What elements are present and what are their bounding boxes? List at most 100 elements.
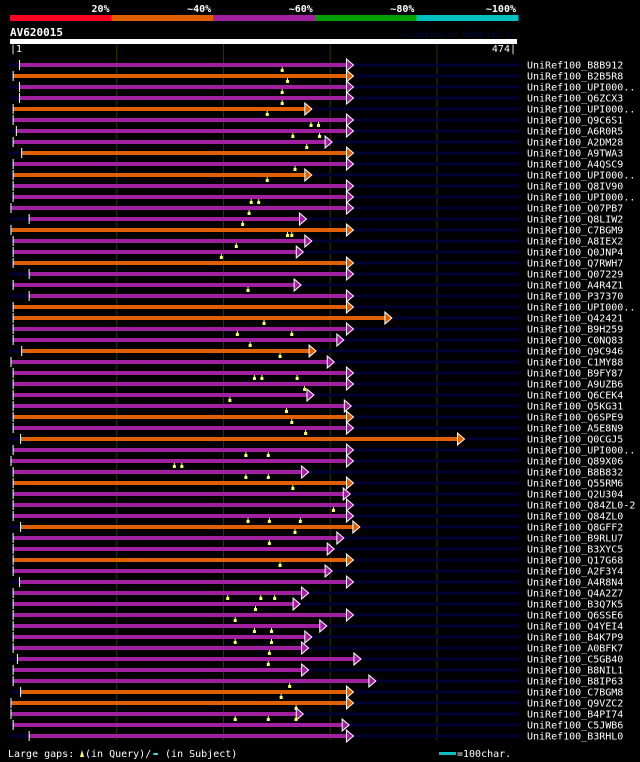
hit-row[interactable]: UniRef100_Q7RWH7 — [10, 255, 623, 271]
hit-row[interactable]: UniRef100_Q6CEK4 — [10, 387, 623, 403]
hit-row[interactable]: UniRef100_A4R8N4 — [10, 574, 623, 590]
hit-row[interactable]: UniRef100_A9TWA3 — [10, 145, 623, 161]
hit-label[interactable]: UniRef100_B3XYC5 — [527, 545, 623, 556]
hit-row[interactable]: UniRef100_B8NIL1 — [10, 662, 623, 678]
hit-label[interactable]: UniRef100_UPI000.. — [527, 171, 635, 182]
hit-row[interactable]: UniRef100_Q2U304 — [10, 486, 623, 502]
hit-row[interactable]: UniRef100_Q8IV90 — [10, 178, 623, 194]
hit-label[interactable]: UniRef100_B9FY87 — [527, 369, 623, 380]
hit-label[interactable]: UniRef100_P37370 — [527, 292, 623, 303]
hit-label[interactable]: UniRef100_B4K7P9 — [527, 633, 623, 644]
hit-label[interactable]: UniRef100_A4QSC9 — [527, 160, 623, 171]
hit-label[interactable]: UniRef100_B8B912 — [527, 61, 623, 72]
hit-label[interactable]: UniRef100_A9UZB6 — [527, 380, 623, 391]
hit-label[interactable]: UniRef100_A9TWA3 — [527, 149, 623, 160]
hit-row[interactable]: UniRef100_Q8GFF2 — [10, 519, 623, 535]
hit-label[interactable]: UniRef100_Q6ZCX3 — [527, 94, 623, 105]
hit-label[interactable]: UniRef100_A2DM28 — [527, 138, 623, 149]
hit-label[interactable]: UniRef100_B2B5R8 — [527, 72, 623, 83]
hit-label[interactable]: UniRef100_Q0JNP4 — [527, 248, 623, 259]
hit-row[interactable]: UniRef100_Q9C6S1 — [10, 112, 623, 128]
hit-label[interactable]: UniRef100_Q07PB7 — [527, 204, 623, 215]
hit-label[interactable]: UniRef100_UPI000.. — [527, 303, 635, 314]
hit-row[interactable]: UniRef100_C7BGM8 — [10, 684, 623, 700]
hit-label[interactable]: UniRef100_Q7RWH7 — [527, 259, 623, 270]
hit-row[interactable]: UniRef100_B8IP63 — [10, 673, 623, 689]
hit-label[interactable]: UniRef100_Q6CEK4 — [527, 391, 623, 402]
hit-row[interactable]: UniRef100_A2F3Y4 — [10, 563, 623, 579]
hit-label[interactable]: UniRef100_Q9VZC2 — [527, 699, 623, 710]
hit-row[interactable]: UniRef100_B4PI74 — [10, 706, 623, 722]
hit-label[interactable]: UniRef100_B9RLU7 — [527, 534, 623, 545]
hit-row[interactable]: UniRef100_B9H259 — [10, 321, 623, 337]
hit-label[interactable]: UniRef100_Q9C946 — [527, 347, 623, 358]
hit-row[interactable]: UniRef100_C5GB40 — [10, 651, 623, 667]
hit-row[interactable]: UniRef100_UPI000.. — [10, 167, 635, 183]
hit-label[interactable]: UniRef100_B8IP63 — [527, 677, 623, 688]
hit-row[interactable]: UniRef100_C1MY88 — [10, 354, 623, 370]
hit-row[interactable]: UniRef100_A9UZB6 — [10, 376, 623, 392]
hit-row[interactable]: UniRef100_UPI000.. — [10, 79, 635, 95]
hit-row[interactable]: UniRef100_C7BGM9 — [10, 222, 623, 238]
hit-row[interactable]: UniRef100_B3XYC5 — [10, 541, 623, 557]
hit-row[interactable]: UniRef100_C0NQ83 — [10, 332, 623, 348]
hit-row[interactable]: UniRef100_Q9VZC2 — [10, 695, 623, 711]
hit-row[interactable]: UniRef100_Q55RM6 — [10, 475, 623, 491]
hit-row[interactable]: UniRef100_B4K7P9 — [10, 629, 623, 645]
hit-label[interactable]: UniRef100_Q4YEI4 — [527, 622, 623, 633]
hit-label[interactable]: UniRef100_Q89X06 — [527, 457, 623, 468]
hit-label[interactable]: UniRef100_A4R8N4 — [527, 578, 623, 589]
hit-label[interactable]: UniRef100_Q0CGJ5 — [527, 435, 623, 446]
hit-label[interactable]: UniRef100_A6R0R5 — [527, 127, 623, 138]
hit-row[interactable]: UniRef100_A6R0R5 — [10, 123, 623, 139]
hit-label[interactable]: UniRef100_Q9C6S1 — [527, 116, 623, 127]
hit-row[interactable]: UniRef100_C5JWB6 — [10, 717, 623, 733]
hit-row[interactable]: UniRef100_Q42421 — [10, 310, 623, 326]
hit-label[interactable]: UniRef100_Q84ZL0 — [527, 512, 623, 523]
hit-label[interactable]: UniRef100_Q42421 — [527, 314, 623, 325]
hit-row[interactable]: UniRef100_A8IEX2 — [10, 233, 623, 249]
hit-row[interactable]: UniRef100_Q89X06 — [10, 453, 623, 469]
hit-label[interactable]: UniRef100_Q2U304 — [527, 490, 623, 501]
hit-label[interactable]: UniRef100_UPI000.. — [527, 83, 635, 94]
hit-label[interactable]: UniRef100_B8B832 — [527, 468, 623, 479]
hit-label[interactable]: UniRef100_UPI000.. — [527, 446, 635, 457]
hit-row[interactable]: UniRef100_Q6SSE6 — [10, 607, 623, 623]
hit-row[interactable]: UniRef100_B9RLU7 — [10, 530, 623, 546]
hit-row[interactable]: UniRef100_Q5KG31 — [10, 398, 623, 414]
hit-row[interactable]: UniRef100_Q9C946 — [10, 343, 623, 359]
hit-label[interactable]: UniRef100_UPI000.. — [527, 193, 635, 204]
hit-row[interactable]: UniRef100_Q07229 — [10, 266, 623, 282]
hit-label[interactable]: UniRef100_A8IEX2 — [527, 237, 623, 248]
hit-row[interactable]: UniRef100_Q0CGJ5 — [10, 431, 623, 447]
hit-label[interactable]: UniRef100_A4R4Z1 — [527, 281, 623, 292]
hit-label[interactable]: UniRef100_Q17G68 — [527, 556, 623, 567]
hit-row[interactable]: UniRef100_Q0JNP4 — [10, 244, 623, 260]
hit-row[interactable]: UniRef100_A4R4Z1 — [10, 277, 623, 293]
hit-row[interactable]: UniRef100_Q6SPE9 — [10, 409, 623, 425]
hit-row[interactable]: UniRef100_Q84ZL0-2 — [10, 497, 635, 513]
hit-label[interactable]: UniRef100_A2F3Y4 — [527, 567, 623, 578]
hit-label[interactable]: UniRef100_B4PI74 — [527, 710, 623, 721]
hit-label[interactable]: UniRef100_Q8IV90 — [527, 182, 623, 193]
hit-label[interactable]: UniRef100_B9H259 — [527, 325, 623, 336]
hit-row[interactable]: UniRef100_A4QSC9 — [10, 156, 623, 172]
hit-label[interactable]: UniRef100_C7BGM9 — [527, 226, 623, 237]
hit-row[interactable]: UniRef100_Q17G68 — [10, 552, 623, 568]
hit-row[interactable]: UniRef100_Q07PB7 — [10, 200, 623, 216]
hit-label[interactable]: UniRef100_C7BGM8 — [527, 688, 623, 699]
hit-row[interactable]: UniRef100_UPI000.. — [10, 299, 635, 315]
hit-label[interactable]: UniRef100_Q4A2Z7 — [527, 589, 623, 600]
hit-row[interactable]: UniRef100_Q4YEI4 — [10, 618, 623, 634]
hit-row[interactable]: UniRef100_Q8LIW2 — [10, 211, 623, 227]
hit-label[interactable]: UniRef100_C0NQ83 — [527, 336, 623, 347]
hit-row[interactable]: UniRef100_B3Q7K5 — [10, 596, 623, 612]
hit-label[interactable]: UniRef100_Q8GFF2 — [527, 523, 623, 534]
hit-label[interactable]: UniRef100_A5E8N9 — [527, 424, 623, 435]
hit-row[interactable]: UniRef100_UPI000.. — [10, 101, 635, 117]
hit-row[interactable]: UniRef100_Q84ZL0 — [10, 508, 623, 524]
hit-label[interactable]: UniRef100_B3Q7K5 — [527, 600, 623, 611]
hit-row[interactable]: UniRef100_B8B912 — [10, 57, 623, 73]
hit-label[interactable]: UniRef100_C5JWB6 — [527, 721, 623, 732]
hit-label[interactable]: UniRef100_Q55RM6 — [527, 479, 623, 490]
